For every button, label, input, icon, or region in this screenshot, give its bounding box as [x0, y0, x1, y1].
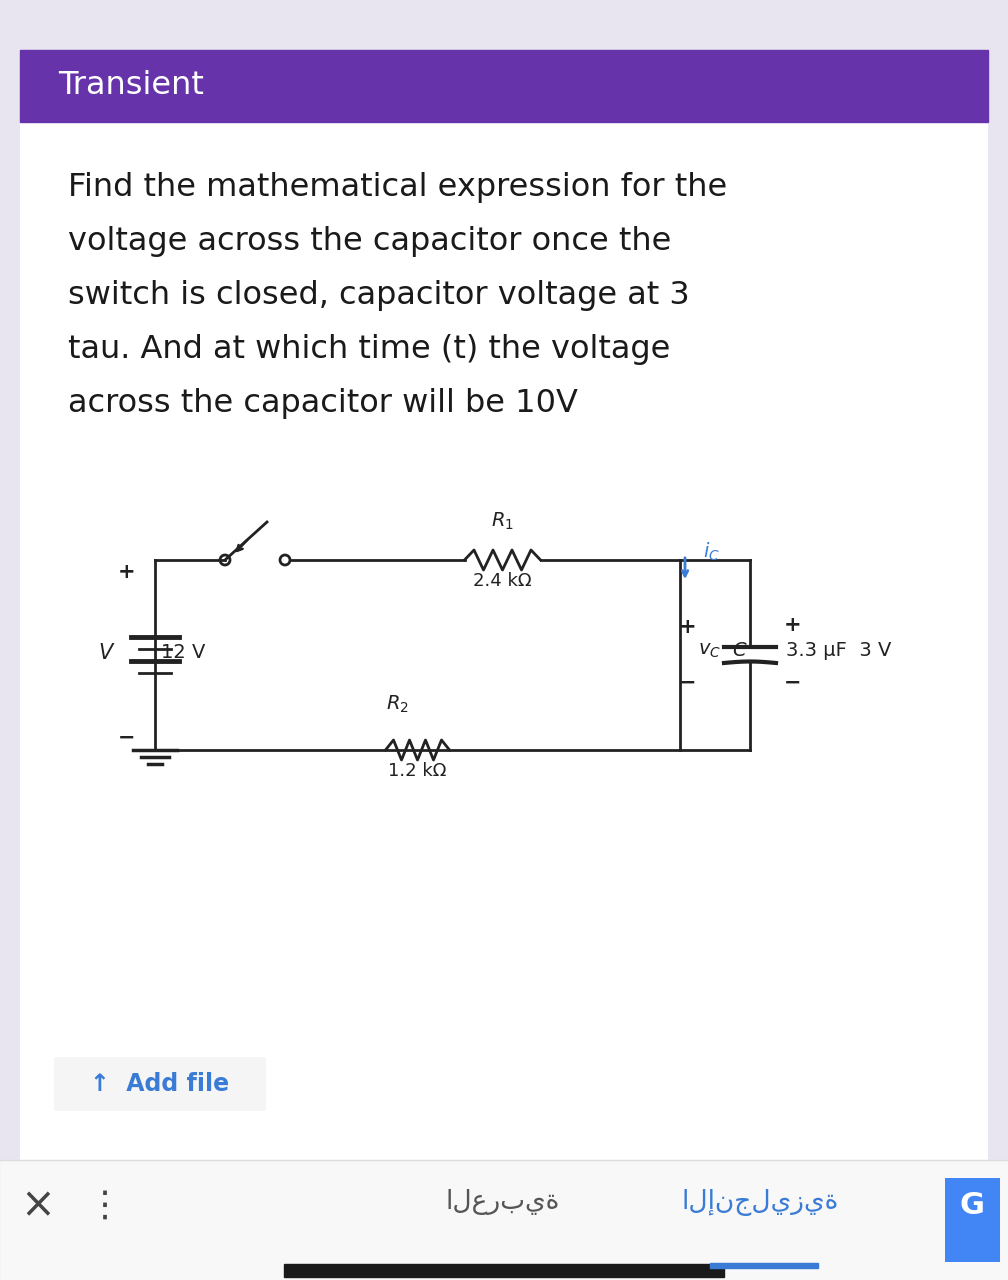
Text: 2.4 kΩ: 2.4 kΩ [473, 572, 532, 590]
Bar [946, 1178, 1000, 1262]
Text: voltage across the capacitor once the: voltage across the capacitor once the [68, 227, 671, 257]
Text: العربية: العربية [446, 1189, 560, 1215]
Bar [0, 1160, 1008, 1280]
Text: $R_1$: $R_1$ [491, 511, 514, 532]
Text: +: + [679, 617, 697, 637]
Text: 3.3 μF  3 V: 3.3 μF 3 V [786, 641, 891, 660]
Text: ×: × [20, 1184, 55, 1226]
Text: 12 V: 12 V [161, 644, 206, 663]
Text: −: − [784, 673, 801, 692]
Text: ⋮: ⋮ [87, 1189, 123, 1222]
Text: −: − [118, 728, 136, 748]
Text: +: + [784, 614, 801, 635]
Text: across the capacitor will be 10V: across the capacitor will be 10V [68, 388, 578, 419]
Text: الإنجليزية: الإنجليزية [681, 1189, 839, 1216]
Text: switch is closed, capacitor voltage at 3: switch is closed, capacitor voltage at 3 [68, 280, 689, 311]
Text: Find the mathematical expression for the: Find the mathematical expression for the [68, 172, 727, 204]
Bar [20, 50, 988, 1165]
Text: V: V [98, 643, 112, 663]
Bar [20, 50, 988, 122]
Text: tau. And at which time (t) the voltage: tau. And at which time (t) the voltage [68, 334, 670, 365]
Bar [55, 1059, 265, 1110]
Text: $i_C$: $i_C$ [703, 541, 720, 563]
Text: C: C [732, 641, 746, 660]
Text: Transient: Transient [58, 70, 204, 101]
Text: ↑  Add file: ↑ Add file [91, 1073, 230, 1096]
Text: $v_C$: $v_C$ [698, 641, 721, 660]
Text: −: − [679, 673, 697, 692]
Text: 1.2 kΩ: 1.2 kΩ [388, 762, 447, 780]
Text: +: + [118, 562, 136, 582]
Bar [710, 1263, 818, 1268]
Bar [284, 1265, 724, 1277]
Text: G: G [960, 1192, 985, 1220]
Text: $R_2$: $R_2$ [386, 694, 409, 716]
